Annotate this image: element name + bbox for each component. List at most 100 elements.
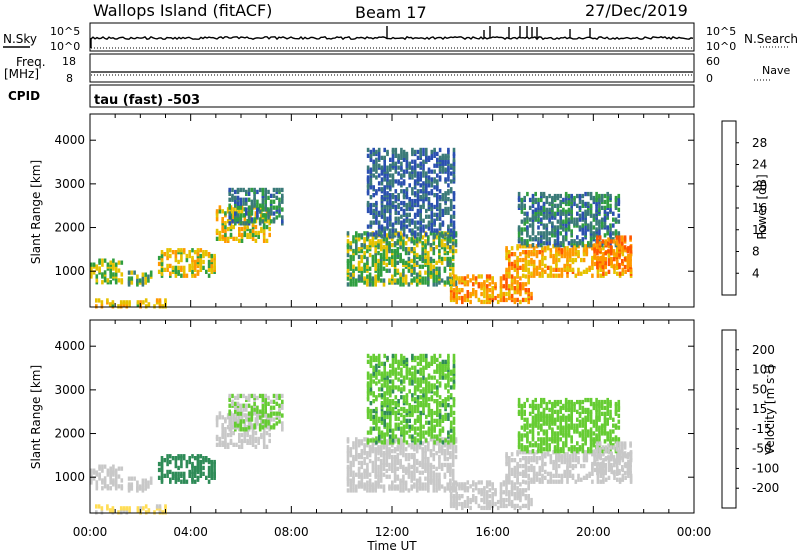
power-y-label: Slant Range [km] bbox=[29, 160, 43, 264]
heatmap-cell bbox=[499, 490, 503, 495]
heatmap-cell bbox=[427, 235, 430, 240]
heatmap-cell bbox=[383, 208, 386, 214]
heatmap-cell bbox=[218, 411, 222, 416]
heatmap-cell bbox=[408, 171, 411, 176]
heatmap-cell bbox=[238, 209, 241, 214]
heatmap-cell bbox=[394, 210, 398, 215]
heatmap-cell bbox=[382, 466, 386, 471]
heatmap-cell bbox=[520, 443, 524, 448]
heatmap-cell bbox=[275, 401, 279, 406]
heatmap-cell bbox=[427, 456, 430, 462]
heatmap-cell bbox=[413, 445, 416, 450]
heatmap-cell bbox=[584, 435, 587, 440]
heatmap-cell bbox=[447, 224, 450, 229]
heatmap-cell bbox=[602, 473, 605, 478]
heatmap-cell bbox=[112, 468, 115, 473]
heatmap-cell bbox=[438, 464, 441, 470]
heatmap-cell bbox=[527, 274, 530, 279]
heatmap-cell bbox=[360, 258, 364, 264]
heatmap-cell bbox=[242, 197, 245, 202]
heatmap-cell bbox=[377, 456, 380, 462]
heatmap-cell bbox=[591, 273, 594, 278]
heatmap-cell bbox=[623, 235, 627, 240]
heatmap-cell bbox=[427, 441, 430, 446]
heatmap-cell bbox=[438, 254, 441, 260]
heatmap-cell bbox=[262, 423, 266, 428]
heatmap-cell bbox=[265, 238, 269, 243]
heatmap-cell bbox=[374, 256, 377, 262]
heatmap-cell bbox=[593, 467, 597, 473]
heatmap-cell bbox=[410, 258, 413, 264]
heatmap-cell bbox=[264, 213, 267, 218]
heatmap-cell bbox=[556, 193, 560, 199]
heatmap-cell bbox=[491, 499, 494, 505]
heatmap-cell bbox=[567, 199, 571, 205]
heatmap-cell bbox=[261, 409, 265, 414]
heatmap-cell bbox=[363, 268, 366, 273]
heatmap-cell bbox=[488, 288, 492, 293]
heatmap-cell bbox=[133, 270, 136, 275]
heatmap-cell bbox=[379, 458, 383, 464]
heatmap-cell bbox=[372, 371, 375, 376]
heatmap-cell bbox=[239, 407, 243, 412]
heatmap-cell bbox=[519, 463, 522, 469]
heatmap-cell bbox=[451, 447, 455, 452]
colorbar-tick-label: 28 bbox=[752, 136, 767, 150]
heatmap-cell bbox=[510, 499, 514, 505]
heatmap-cell bbox=[377, 220, 381, 225]
heatmap-cell bbox=[568, 248, 572, 253]
heatmap-cell bbox=[372, 159, 375, 164]
heatmap-cell bbox=[346, 445, 350, 450]
heatmap-cell bbox=[505, 503, 508, 509]
heatmap-cell bbox=[221, 415, 224, 420]
heatmap-cell bbox=[349, 447, 353, 452]
heatmap-cell bbox=[430, 218, 434, 223]
heatmap-cell bbox=[494, 282, 497, 287]
heatmap-cell bbox=[557, 267, 561, 272]
heatmap-cell bbox=[254, 224, 258, 230]
heatmap-cell bbox=[542, 201, 546, 207]
heatmap-cell bbox=[224, 427, 227, 432]
heatmap-cell bbox=[510, 286, 514, 291]
heatmap-cell bbox=[250, 409, 254, 414]
heatmap-cell bbox=[383, 191, 386, 196]
heatmap-cell bbox=[568, 454, 572, 459]
heatmap-cell bbox=[559, 437, 562, 442]
heatmap-cell bbox=[458, 288, 461, 293]
heatmap-cell bbox=[369, 177, 373, 182]
heatmap-cell bbox=[584, 431, 587, 436]
heatmap-cell bbox=[272, 423, 276, 428]
heatmap-cell bbox=[616, 477, 619, 482]
heatmap-cell bbox=[491, 276, 494, 281]
heatmap-cell bbox=[449, 245, 452, 250]
heatmap-cell bbox=[215, 228, 219, 234]
heatmap-cell bbox=[245, 427, 248, 432]
heatmap-cell bbox=[523, 227, 526, 232]
heatmap-cell bbox=[268, 427, 271, 432]
heatmap-cell bbox=[394, 216, 398, 221]
heatmap-cell bbox=[449, 179, 453, 184]
heatmap-cell bbox=[240, 432, 244, 438]
heatmap-cell bbox=[436, 202, 439, 208]
heatmap-cell bbox=[435, 472, 438, 477]
heatmap-cell bbox=[596, 479, 600, 484]
heatmap-cell bbox=[562, 425, 565, 430]
heatmap-cell bbox=[407, 256, 411, 262]
heatmap-cell bbox=[531, 435, 535, 440]
heatmap-cell bbox=[366, 466, 369, 471]
heatmap-cell bbox=[560, 267, 564, 272]
heatmap-cell bbox=[383, 185, 386, 190]
heatmap-cell bbox=[375, 420, 378, 425]
heatmap-cell bbox=[402, 484, 405, 489]
heatmap-cell bbox=[366, 406, 370, 412]
heatmap-cell bbox=[421, 486, 424, 491]
heatmap-cell bbox=[399, 484, 402, 489]
heatmap-cell bbox=[377, 147, 381, 153]
heatmap-cell bbox=[570, 435, 573, 440]
heatmap-cell bbox=[185, 253, 189, 259]
heatmap-cell bbox=[606, 417, 609, 422]
heatmap-cell bbox=[553, 431, 557, 436]
heatmap-cell bbox=[278, 209, 281, 214]
heatmap-cell bbox=[240, 444, 244, 449]
heatmap-cell bbox=[355, 231, 358, 236]
